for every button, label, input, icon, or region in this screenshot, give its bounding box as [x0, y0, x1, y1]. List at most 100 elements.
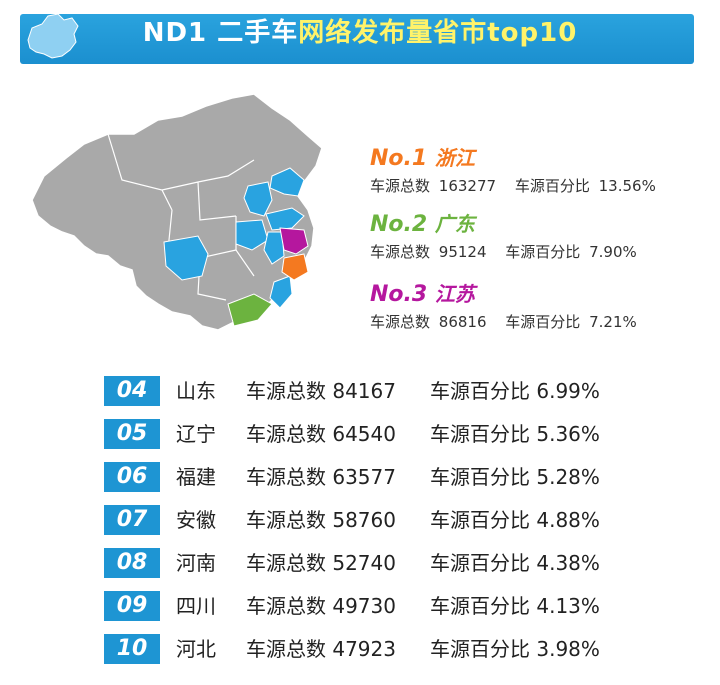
total-cell: 车源总数 47923 — [246, 634, 396, 664]
province-name: 四川 — [176, 594, 216, 618]
rank-3-detail: 车源总数 86816 车源百分比 7.21% — [370, 311, 637, 333]
rank-3-pct: 7.21% — [589, 313, 637, 331]
pct-label: 车源百分比 — [430, 551, 530, 575]
total-label: 车源总数 — [246, 422, 326, 446]
rank-3-pct-label: 车源百分比 — [505, 313, 581, 331]
pct-label: 车源百分比 — [430, 422, 530, 446]
pct-label: 车源百分比 — [430, 508, 530, 532]
total-label: 车源总数 — [246, 637, 326, 661]
pct-cell: 车源百分比 4.88% — [430, 505, 600, 535]
list-item: 08 河南 车源总数 52740 车源百分比 4.38% — [104, 544, 664, 587]
total-value: 63577 — [332, 465, 396, 489]
rank-2-title: No.2 广东 — [370, 210, 637, 239]
pct-cell: 车源百分比 6.99% — [430, 376, 600, 406]
rank-number: 07 — [104, 505, 160, 535]
rank-number: 08 — [104, 548, 160, 578]
rank-number: 05 — [104, 419, 160, 449]
rank-1-province: 浙江 — [434, 146, 475, 170]
pct-value: 4.88% — [536, 508, 600, 532]
province-name: 安徽 — [176, 508, 216, 532]
map-henan — [235, 219, 269, 251]
rank-number: 06 — [104, 462, 160, 492]
rank-1-title: No.1 浙江 — [370, 144, 656, 173]
rank-1-detail: 车源总数 163277 车源百分比 13.56% — [370, 175, 656, 197]
rank-3-total-label: 车源总数 — [370, 313, 431, 331]
list-item: 05 辽宁 车源总数 64540 车源百分比 5.36% — [104, 415, 664, 458]
pct-value: 5.28% — [536, 465, 600, 489]
total-cell: 车源总数 52740 — [246, 548, 396, 578]
list-item: 10 河北 车源总数 47923 车源百分比 3.98% — [104, 630, 664, 673]
rank-3-total: 86816 — [438, 313, 487, 331]
total-value: 47923 — [332, 637, 396, 661]
rank-2-pct: 7.90% — [589, 243, 637, 261]
pct-label: 车源百分比 — [430, 594, 530, 618]
province-name: 河南 — [176, 551, 216, 575]
total-cell: 车源总数 58760 — [246, 505, 396, 535]
province-name: 山东 — [176, 379, 216, 403]
map-hebei — [243, 181, 273, 217]
rank-1-pct: 13.56% — [598, 177, 656, 195]
rank-2-label: No.2 — [370, 212, 428, 237]
map-sichuan — [163, 235, 209, 281]
rank-number: 04 — [104, 376, 160, 406]
pct-label: 车源百分比 — [430, 379, 530, 403]
total-value: 64540 — [332, 422, 396, 446]
rank-3-province: 江苏 — [434, 282, 475, 306]
total-value: 49730 — [332, 594, 396, 618]
total-label: 车源总数 — [246, 508, 326, 532]
pct-cell: 车源百分比 4.13% — [430, 591, 600, 621]
pct-cell: 车源百分比 4.38% — [430, 548, 600, 578]
map-zhejiang — [281, 253, 309, 281]
pct-label: 车源百分比 — [430, 637, 530, 661]
total-value: 84167 — [332, 379, 396, 403]
pct-cell: 车源百分比 5.36% — [430, 419, 600, 449]
title-banner — [20, 14, 694, 64]
rank-2-total: 95124 — [438, 243, 487, 261]
total-cell: 车源总数 84167 — [246, 376, 396, 406]
china-map-icon — [27, 13, 79, 59]
title-plain: ND1 二手车 — [142, 18, 299, 48]
total-cell: 车源总数 64540 — [246, 419, 396, 449]
total-label: 车源总数 — [246, 551, 326, 575]
rank-1-label: No.1 — [370, 146, 428, 171]
pct-value: 4.13% — [536, 594, 600, 618]
rank-1-total-label: 车源总数 — [370, 177, 431, 195]
total-value: 58760 — [332, 508, 396, 532]
title-highlight: 网络发布量省市top10 — [298, 18, 578, 48]
total-cell: 车源总数 49730 — [246, 591, 396, 621]
map-guangdong — [227, 293, 273, 327]
china-map — [31, 93, 323, 331]
map-fujian — [269, 275, 293, 309]
map-jiangsu — [279, 227, 309, 255]
pct-value: 4.38% — [536, 551, 600, 575]
pct-label: 车源百分比 — [430, 465, 530, 489]
rank-number: 10 — [104, 634, 160, 664]
rank-1-pct-label: 车源百分比 — [514, 177, 590, 195]
list-item: 09 四川 车源总数 49730 车源百分比 4.13% — [104, 587, 664, 630]
rank-3-label: No.3 — [370, 282, 428, 307]
page-title: ND1 二手车网络发布量省市top10 — [0, 14, 720, 52]
rank-2-pct-label: 车源百分比 — [505, 243, 581, 261]
rank-3-title: No.3 江苏 — [370, 280, 637, 309]
list-item: 07 安徽 车源总数 58760 车源百分比 4.88% — [104, 501, 664, 544]
rank-1-total: 163277 — [438, 177, 497, 195]
province-name: 福建 — [176, 465, 216, 489]
total-label: 车源总数 — [246, 594, 326, 618]
map-liaoning — [269, 167, 305, 197]
total-value: 52740 — [332, 551, 396, 575]
pct-value: 6.99% — [536, 379, 600, 403]
rank-2-total-label: 车源总数 — [370, 243, 431, 261]
rank-2-block: No.2 广东 车源总数 95124 车源百分比 7.90% — [370, 210, 637, 263]
rank-3-block: No.3 江苏 车源总数 86816 车源百分比 7.21% — [370, 280, 637, 333]
rank-2-province: 广东 — [434, 212, 475, 236]
ranking-list: 04 山东 车源总数 84167 车源百分比 6.99% 05 辽宁 车源总数 … — [104, 372, 664, 673]
pct-cell: 车源百分比 5.28% — [430, 462, 600, 492]
pct-value: 5.36% — [536, 422, 600, 446]
province-name: 辽宁 — [176, 422, 216, 446]
total-label: 车源总数 — [246, 465, 326, 489]
total-cell: 车源总数 63577 — [246, 462, 396, 492]
rank-2-detail: 车源总数 95124 车源百分比 7.90% — [370, 241, 637, 263]
list-item: 06 福建 车源总数 63577 车源百分比 5.28% — [104, 458, 664, 501]
map-shandong — [265, 207, 305, 231]
pct-value: 3.98% — [536, 637, 600, 661]
